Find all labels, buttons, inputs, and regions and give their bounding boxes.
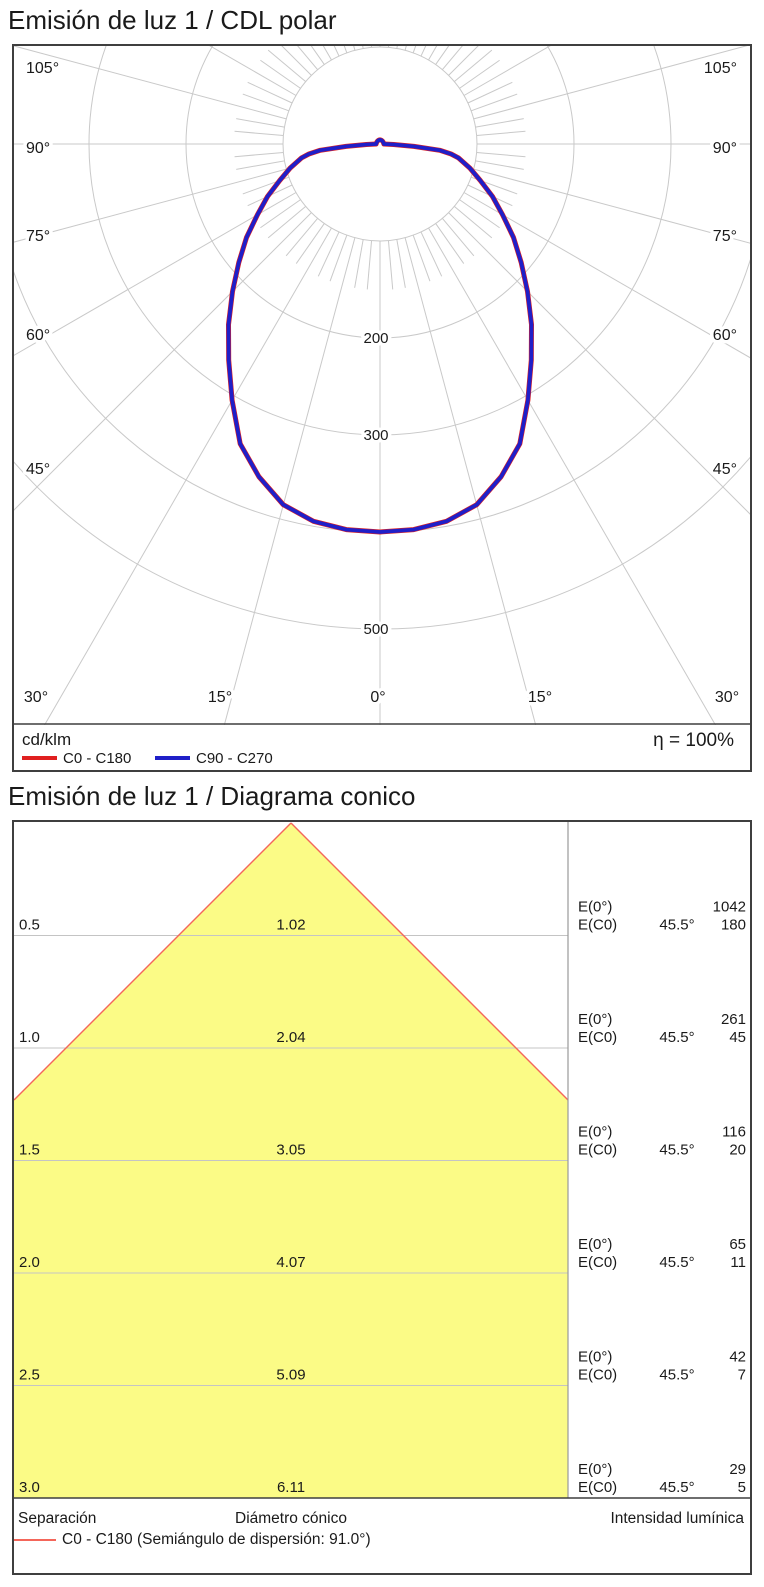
- cone-column-separation: Separación: [18, 1510, 97, 1527]
- svg-text:300: 300: [363, 427, 388, 444]
- svg-text:180: 180: [721, 917, 746, 934]
- polar-efficiency-value: η = 100%: [653, 730, 734, 751]
- svg-text:45.5°: 45.5°: [659, 1367, 694, 1384]
- cone-column-intensity: Intensidad lumínica: [610, 1510, 744, 1527]
- svg-text:E(0°): E(0°): [578, 1461, 612, 1478]
- cone-chart-title: Emisión de luz 1 / Diagrama conico: [8, 781, 416, 811]
- svg-text:75°: 75°: [26, 228, 50, 245]
- svg-text:5: 5: [738, 1479, 746, 1496]
- svg-text:4.07: 4.07: [276, 1254, 305, 1271]
- svg-text:E(C0): E(C0): [578, 1142, 617, 1159]
- polar-plot-canvas: 105° 105° 90° 90° 75° 75° 60° 60° 45° 45° 30° 15° 0°…: [14, 46, 750, 725]
- svg-text:2.04: 2.04: [276, 1029, 305, 1046]
- polar-grid: [14, 46, 750, 725]
- svg-text:11: 11: [730, 1254, 746, 1271]
- svg-text:45°: 45°: [713, 461, 737, 478]
- svg-text:75°: 75°: [713, 228, 737, 245]
- svg-text:0°: 0°: [370, 689, 385, 706]
- svg-text:90°: 90°: [713, 140, 737, 157]
- cone-gridlines: [14, 935, 568, 1386]
- svg-text:45.5°: 45.5°: [659, 1254, 694, 1271]
- svg-text:500: 500: [363, 621, 388, 638]
- svg-text:116: 116: [722, 1124, 746, 1141]
- c90-c270-line-swatch: [155, 756, 190, 760]
- svg-text:5.09: 5.09: [276, 1367, 305, 1384]
- svg-text:2.0: 2.0: [19, 1254, 40, 1271]
- svg-text:E(0°): E(0°): [578, 1124, 612, 1141]
- svg-text:29: 29: [729, 1461, 746, 1478]
- svg-text:E(0°): E(0°): [578, 1011, 612, 1028]
- polar-chart-title: Emisión de luz 1 / CDL polar: [8, 5, 337, 35]
- svg-text:60°: 60°: [713, 327, 737, 344]
- svg-text:30°: 30°: [24, 689, 48, 706]
- svg-text:1.02: 1.02: [276, 917, 305, 934]
- svg-text:60°: 60°: [26, 327, 50, 344]
- svg-text:200: 200: [363, 330, 388, 347]
- svg-text:45: 45: [729, 1029, 746, 1046]
- cone-row-labels: 0.5 1.02 E(0°) 1042 E(C0) 45.5° 180 1.0 2.04 E(0°…: [19, 899, 746, 1497]
- polar-grid-labels: 105° 105° 90° 90° 75° 75° 60° 60° 45° 45° 30° 15° 0°…: [20, 57, 742, 710]
- svg-text:E(C0): E(C0): [578, 917, 617, 934]
- svg-text:45.5°: 45.5°: [659, 1029, 694, 1046]
- svg-text:42: 42: [729, 1349, 746, 1366]
- svg-text:45.5°: 45.5°: [659, 1479, 694, 1496]
- cone-legend-label: C0 - C180 (Semiángulo de dispersión: 91.…: [62, 1531, 371, 1548]
- polar-unit-label: cd/klm: [22, 730, 72, 749]
- c0-c180-legend-label: C0 - C180: [63, 750, 132, 767]
- svg-text:1.0: 1.0: [19, 1029, 40, 1046]
- svg-text:6.11: 6.11: [277, 1479, 305, 1496]
- c0-c180-line-swatch: [22, 756, 57, 760]
- svg-text:E(0°): E(0°): [578, 1349, 612, 1366]
- svg-text:E(0°): E(0°): [578, 899, 612, 916]
- polar-chart: 105° 105° 90° 90° 75° 75° 60° 60° 45° 45° 30° 15° 0°…: [12, 44, 752, 772]
- cone-column-diameter: Diámetro cónico: [235, 1510, 347, 1527]
- svg-text:105°: 105°: [26, 60, 59, 77]
- svg-text:261: 261: [721, 1011, 746, 1028]
- svg-text:15°: 15°: [528, 689, 552, 706]
- svg-text:3.05: 3.05: [276, 1142, 305, 1159]
- svg-text:E(C0): E(C0): [578, 1254, 617, 1271]
- svg-text:65: 65: [729, 1236, 746, 1253]
- cone-diagram-chart: 0.5 1.02 E(0°) 1042 E(C0) 45.5° 180 1.0 2.04 E(0°…: [12, 820, 752, 1575]
- svg-text:3.0: 3.0: [19, 1479, 40, 1496]
- svg-text:1042: 1042: [713, 899, 746, 916]
- cone-c0-line-swatch: [14, 1539, 56, 1541]
- svg-text:0.5: 0.5: [19, 917, 40, 934]
- svg-text:45.5°: 45.5°: [659, 1142, 694, 1159]
- svg-text:15°: 15°: [208, 689, 232, 706]
- cone-beam-edges: [14, 822, 569, 1101]
- svg-text:2.5: 2.5: [19, 1367, 40, 1384]
- cone-plot-canvas: 0.5 1.02 E(0°) 1042 E(C0) 45.5° 180 1.0 2.04 E(0°…: [14, 822, 750, 1499]
- svg-text:105°: 105°: [704, 60, 737, 77]
- c90-c270-legend-label: C90 - C270: [196, 750, 273, 767]
- svg-text:E(C0): E(C0): [578, 1029, 617, 1046]
- svg-text:E(C0): E(C0): [578, 1367, 617, 1384]
- svg-text:45°: 45°: [26, 461, 50, 478]
- svg-text:45.5°: 45.5°: [659, 917, 694, 934]
- svg-text:90°: 90°: [26, 140, 50, 157]
- polar-curves: [226, 137, 534, 535]
- svg-text:30°: 30°: [715, 689, 739, 706]
- curve-c90-c270: [226, 138, 534, 534]
- svg-text:E(C0): E(C0): [578, 1479, 617, 1496]
- svg-text:7: 7: [738, 1367, 746, 1384]
- svg-text:E(0°): E(0°): [578, 1236, 612, 1253]
- svg-text:1.5: 1.5: [19, 1142, 40, 1159]
- svg-text:20: 20: [729, 1142, 746, 1159]
